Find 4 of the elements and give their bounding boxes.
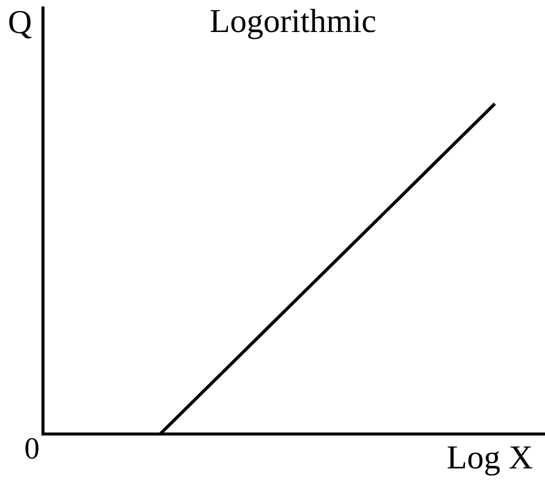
- chart-title: Logorithmic: [210, 8, 376, 40]
- x-axis-title: Log X: [448, 446, 532, 476]
- y-axis-title: Q: [9, 10, 32, 38]
- text: 0: [25, 438, 38, 459]
